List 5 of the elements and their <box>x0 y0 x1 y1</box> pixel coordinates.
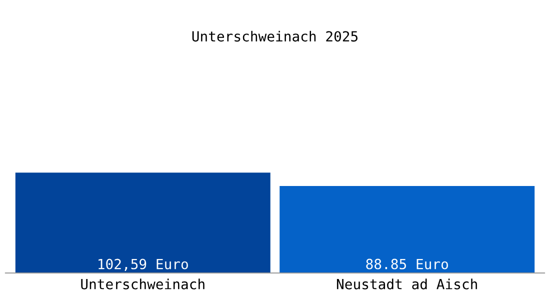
x-tick-label: Neustadt ad Aisch <box>336 278 477 290</box>
chart-title: Unterschweinach 2025 <box>192 30 358 42</box>
x-tick-label: Unterschweinach <box>81 278 204 290</box>
data-label: 88.85 Euro <box>366 258 448 270</box>
data-label: 102,59 Euro <box>98 258 188 272</box>
